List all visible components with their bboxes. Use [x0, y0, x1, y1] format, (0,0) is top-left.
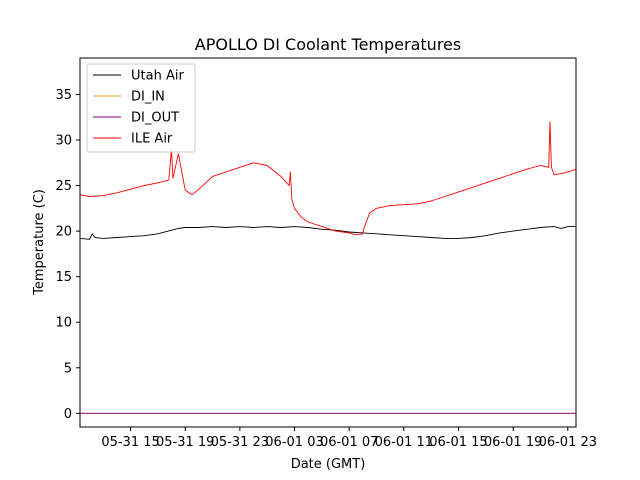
x-tick-label-5: 06-01 11 [375, 435, 433, 450]
legend-label-di-in: DI_IN [131, 90, 165, 105]
y-axis-title: Temperature (C) [32, 189, 47, 296]
x-tick-label-2: 05-31 23 [211, 435, 269, 450]
legend-label-ile-air: ILE Air [131, 132, 173, 147]
x-tick-label-7: 06-01 19 [484, 435, 542, 450]
legend: Utah Air DI_IN DI_OUT ILE Air [86, 63, 196, 153]
y-axis: 0 5 10 15 20 25 30 35 [55, 88, 80, 422]
series-line-ile-air [80, 121, 576, 236]
y-tick-label-3: 15 [55, 270, 72, 285]
y-tick-label-5: 25 [55, 179, 72, 194]
x-tick-label-8: 06-01 23 [539, 435, 597, 450]
chart-title: APOLLO DI Coolant Temperatures [195, 35, 461, 54]
legend-label-di-out: DI_OUT [131, 111, 179, 126]
y-tick-label-2: 10 [55, 316, 72, 331]
plot-area [79, 57, 577, 428]
y-tick-label-7: 35 [55, 88, 72, 103]
y-tick-label-4: 20 [55, 225, 72, 240]
x-tick-label-6: 06-01 15 [429, 435, 487, 450]
plot-frame [79, 57, 577, 428]
series-layer [80, 121, 576, 414]
x-tick-label-1: 05-31 19 [156, 435, 214, 450]
y-tick-label-1: 5 [64, 361, 72, 376]
legend-label-utah-air: Utah Air [131, 69, 184, 84]
series-line-utah-air [80, 226, 576, 240]
legend-box [86, 63, 196, 153]
y-tick-label-6: 30 [55, 134, 72, 149]
x-tick-label-3: 06-01 03 [265, 435, 323, 450]
x-tick-label-4: 06-01 07 [320, 435, 378, 450]
x-axis-title: Date (GMT) [291, 457, 366, 472]
x-tick-label-0: 05-31 15 [101, 435, 159, 450]
y-tick-label-0: 0 [64, 407, 72, 422]
